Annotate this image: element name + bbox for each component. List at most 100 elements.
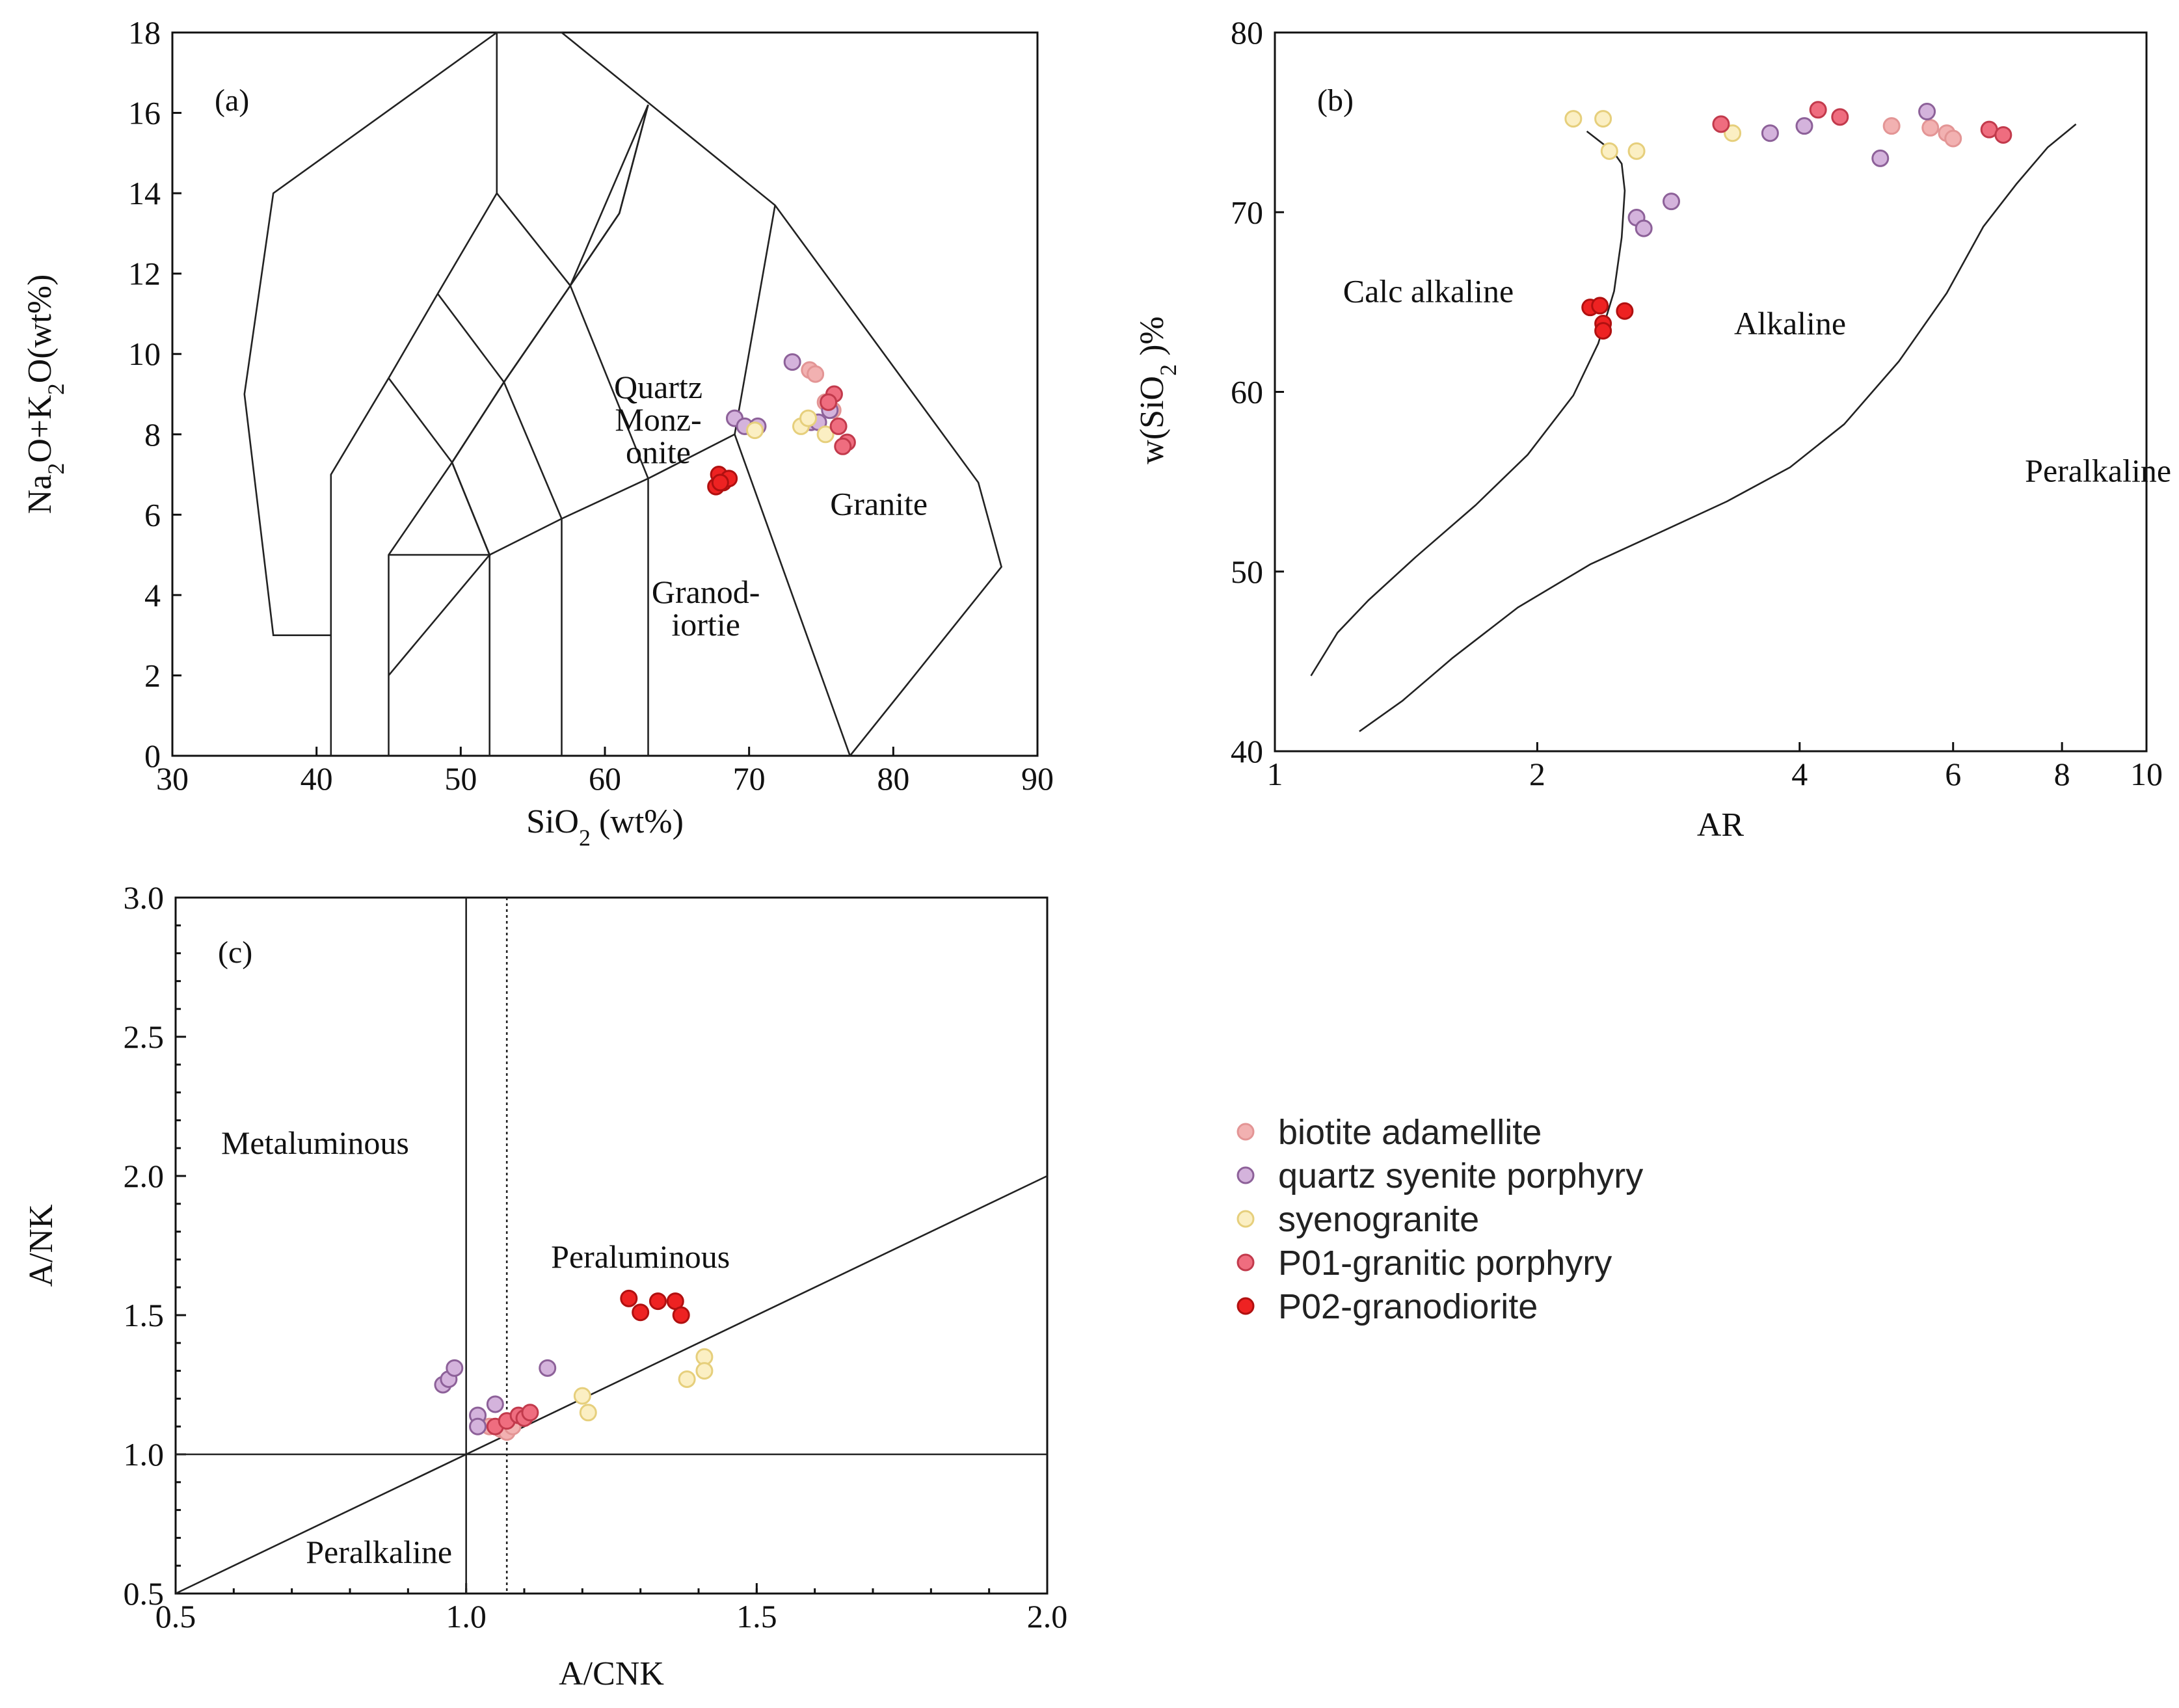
acnk-field-label: Peralkaline: [306, 1534, 452, 1570]
acnk-reference-lines: [175, 898, 1048, 1595]
tas-field-boundary: [436, 293, 505, 383]
legend-marker-quartz-syenite-porphyry: [1237, 1166, 1255, 1184]
acnk-point-p02-granodiorite: [632, 1303, 650, 1322]
legend-marker-p01-granitic-porphyry: [1237, 1253, 1255, 1272]
acnk-field-label: Metaluminous: [221, 1125, 409, 1161]
legend-label-quartz-syenite-porphyry: quartz syenite porphyry: [1278, 1156, 1643, 1195]
ar-point-biotite-adamellite: [1882, 117, 1901, 135]
ar-point-quartz-syenite-porphyry: [1871, 149, 1890, 167]
acnk-point-p02-granodiorite: [648, 1292, 667, 1311]
tas-plot-frame: [171, 31, 1039, 757]
acnk-panel-label: (c): [218, 935, 252, 970]
tas-point-p01-granitic-porphyry: [829, 417, 848, 435]
ar-y-tick-label: 60: [1231, 374, 1263, 410]
acnk-x-tick-label: 0.5: [155, 1598, 196, 1635]
tas-y-tick-label: 2: [144, 657, 161, 693]
ar-point-p02-granodiorite: [1616, 302, 1634, 320]
tas-point-quartz-syenite-porphyry: [783, 353, 801, 371]
tas-y-tick-label: 4: [144, 577, 161, 613]
tas-field-boundary: [488, 205, 776, 756]
tas-x-tick-label: 60: [589, 760, 621, 797]
tas-point-biotite-adamellite: [807, 365, 825, 383]
tas-field-labels: Quartz Monz-onite Granite Granod-iortie: [614, 369, 928, 643]
ar-point-p01-granitic-porphyry: [1831, 108, 1849, 126]
ar-point-syenogranite: [1627, 142, 1646, 160]
ar-x-tick-label: 6: [1945, 756, 1961, 792]
tas-point-syenogranite: [799, 409, 818, 427]
tas-y-tick-label: 12: [128, 256, 161, 292]
acnk-field-labels: Metaluminous Peraluminous Peralkaline: [221, 1125, 730, 1570]
acnk-plot-frame: [174, 896, 1049, 1595]
acnk-x-tick-label: 1.0: [446, 1598, 487, 1635]
legend-label-syenogranite: syenogranite: [1278, 1200, 1479, 1239]
acnk-y-tick-label: 1.0: [124, 1436, 165, 1473]
ar-field-label: Alkaline: [1734, 305, 1846, 341]
tas-field-label: Quartz Monz-onite: [614, 369, 702, 470]
ar-boundaries: [1310, 123, 2077, 732]
ar-y-tick-label: 50: [1231, 554, 1263, 590]
tas-y-tick-label: 8: [144, 416, 161, 453]
legend-label-biotite-adamellite: biotite adamellite: [1278, 1113, 1542, 1152]
acnk-field-label: Peraluminous: [551, 1238, 730, 1275]
tas-data-points: [707, 353, 856, 496]
ar-x-tick-label: 4: [1791, 756, 1808, 792]
tas-point-p01-granitic-porphyry: [834, 437, 852, 455]
tas-x-tick-label: 80: [877, 760, 909, 797]
ar-point-biotite-adamellite: [1921, 118, 1940, 137]
tas-x-tick-label: 70: [733, 760, 766, 797]
tas-y-tick-label: 14: [128, 175, 161, 211]
ar-x-axis-label: AR: [1697, 807, 1745, 844]
ar-panel-label: (b): [1317, 83, 1354, 118]
legend-marker-biotite-adamellite: [1237, 1123, 1255, 1141]
ar-x-tick-label: 8: [2054, 756, 2070, 792]
ar-point-syenogranite: [1724, 124, 1742, 142]
tas-field-label: Granod-iortie: [652, 574, 760, 643]
ar-field-label: Calc alkaline: [1343, 273, 1514, 309]
ar-x-tick-label: 1: [1267, 756, 1283, 792]
ar-y-axis-label: w(SiO2 )%: [1134, 316, 1181, 464]
acnk-point-syenogranite: [678, 1370, 696, 1388]
tas-y-tick-label: 16: [128, 95, 161, 131]
ar-y-tick-label: 40: [1231, 733, 1263, 769]
acnk-point-syenogranite: [573, 1387, 591, 1405]
acnk-point-p02-granodiorite: [672, 1306, 690, 1324]
tas-field-boundary: [734, 434, 851, 756]
ar-point-quartz-syenite-porphyry: [1635, 219, 1653, 237]
acnk-data-points: [434, 1289, 714, 1441]
acnk-point-quartz-syenite-porphyry: [539, 1359, 557, 1377]
tas-x-tick-label: 50: [444, 760, 477, 797]
acnk-x-axis-label: A/CNK: [559, 1655, 664, 1692]
tas-y-axis-label: Na2O+K2O(wt%): [21, 274, 69, 514]
ar-x-tick-label: 2: [1529, 756, 1545, 792]
ar-field-label: Peralkaline: [2025, 453, 2171, 489]
tas-field-boundary: [243, 31, 1003, 756]
tas-point-syenogranite: [746, 421, 764, 440]
tas-point-p02-granodiorite: [711, 474, 729, 492]
acnk-x-tick-label: 1.5: [736, 1598, 777, 1635]
legend-marker-syenogranite: [1237, 1210, 1255, 1228]
acnk-y-axis-label: A/NK: [23, 1204, 60, 1287]
acnk-y-tick-label: 3.0: [124, 879, 165, 916]
legend-label-p02-granodiorite: P02-granodiorite: [1278, 1287, 1538, 1326]
ar-point-p02-granodiorite: [1591, 297, 1609, 315]
acnk-point-syenogranite: [695, 1362, 714, 1380]
ar-boundary-curve: [1310, 130, 1626, 676]
acnk-panel: 0.5 1.0 1.5 2.0 0.5 1.0 1.5 2.0 2.5 3.0 Metalumin…: [23, 879, 1067, 1692]
acnk-point-quartz-syenite-porphyry: [469, 1417, 487, 1435]
tas-point-p01-granitic-porphyry: [820, 393, 838, 411]
ar-field-labels: Calc alkaline Alkaline Peralkaline: [1343, 273, 2171, 488]
tas-x-axis-label: SiO2 (wt%): [526, 803, 684, 851]
ar-point-quartz-syenite-porphyry: [1918, 103, 1936, 121]
ar-point-quartz-syenite-porphyry: [1761, 124, 1779, 142]
tas-field-boundary: [569, 285, 649, 479]
acnk-point-quartz-syenite-porphyry: [446, 1359, 464, 1377]
ar-y-tick-label: 80: [1231, 14, 1263, 51]
tas-y-tick-label: 10: [128, 336, 161, 372]
acnk-y-tick-label: 0.5: [124, 1575, 165, 1612]
acnk-point-p01-granitic-porphyry: [521, 1404, 539, 1422]
ar-point-p01-granitic-porphyry: [1712, 115, 1730, 133]
ar-data-points: [1564, 101, 2012, 340]
tas-field-boundary: [503, 381, 563, 520]
ar-plot-frame: [1274, 31, 2148, 753]
ar-x-tick-label: 10: [2130, 756, 2163, 792]
